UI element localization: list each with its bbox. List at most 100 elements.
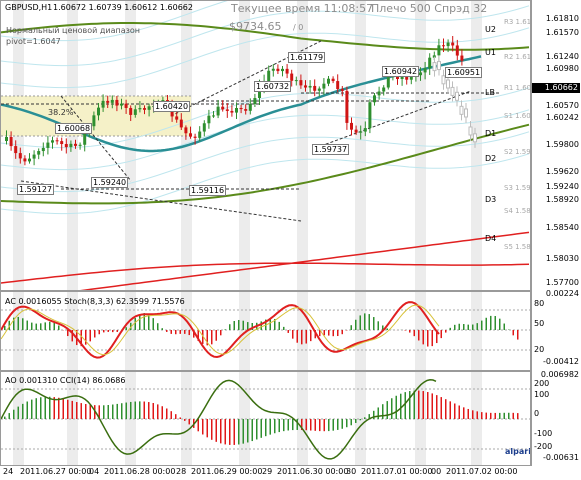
pivot-envelope-line xyxy=(1,27,530,89)
bull-candle xyxy=(253,98,257,105)
price-tick: 1.60570 xyxy=(545,101,579,110)
cci-line xyxy=(1,379,437,460)
time-tick: 00 xyxy=(431,467,442,476)
price-chart-pane[interactable]: GBPUSD,H1 1.60672 1.60739 1.60612 1.6066… xyxy=(0,0,531,291)
ac-bar xyxy=(98,330,100,335)
ao-bar xyxy=(323,419,325,432)
price-tag: 1.61179 xyxy=(288,52,326,63)
price-tick: 1.59240 xyxy=(545,182,579,191)
pivot-label-r2: R2 1.6124 xyxy=(504,53,531,61)
bull-candle xyxy=(97,107,100,116)
alpari-logo: alpari xyxy=(505,447,531,456)
price-axis[interactable]: 1.61810 1.61570 1.61240 1.60980 1.60570 … xyxy=(531,0,581,291)
trend-line xyxy=(60,95,132,182)
ao-bar xyxy=(332,419,334,431)
ac-bar xyxy=(418,330,420,341)
ao-bar xyxy=(508,412,510,419)
ac-bar xyxy=(94,330,96,338)
ac-bar xyxy=(179,330,181,334)
ao-bar xyxy=(116,403,118,419)
ac-bar xyxy=(377,321,379,330)
bull-candle xyxy=(32,154,36,159)
ao-bar xyxy=(301,419,303,431)
ao-cci-pane[interactable]: AO 0.001310 CCI(14) 86.0686 alpari xyxy=(0,371,531,466)
ao-bar xyxy=(170,411,172,419)
chart-symbol: GBPUSD,H1 xyxy=(5,3,53,12)
ac-stoch-graphics xyxy=(1,292,530,370)
bear-candle xyxy=(175,116,179,120)
ac-bar xyxy=(188,330,190,336)
ao-bar xyxy=(31,399,33,419)
bull-candle xyxy=(386,77,390,88)
bull-candle xyxy=(37,151,41,155)
ac-stoch-pane[interactable]: AC 0.0016055 Stoch(8,3,3) 62.3599 71.557… xyxy=(0,291,531,371)
session-stripe xyxy=(239,372,250,465)
price-tag: 1.60951 xyxy=(445,67,483,78)
pivot-label-s4: S4 1.5880 xyxy=(504,207,531,215)
bull-candle xyxy=(83,133,87,145)
ac-bar xyxy=(337,330,339,337)
bear-candle xyxy=(313,85,317,91)
price-tag: 1.60732 xyxy=(254,81,292,92)
bull-candle xyxy=(138,108,142,110)
bull-candle xyxy=(373,95,376,103)
session-stripe xyxy=(239,1,250,290)
ao-bar xyxy=(175,414,177,419)
bear-candle xyxy=(179,119,183,128)
ao-bar xyxy=(386,401,388,419)
session-stripe xyxy=(355,292,366,370)
ao-bar xyxy=(485,412,487,419)
ac-bar xyxy=(436,330,438,344)
ac-bar xyxy=(251,322,253,330)
stoch-signal-line xyxy=(1,304,440,356)
ao-bar xyxy=(359,419,361,421)
ac-bar xyxy=(229,324,231,330)
ao-bar xyxy=(206,419,208,438)
bull-candle xyxy=(327,78,330,84)
ac-bar xyxy=(287,330,289,333)
cci-tick: 200 xyxy=(534,379,550,388)
ao-bar xyxy=(107,404,109,419)
ao-bar xyxy=(76,402,78,419)
session-stripe xyxy=(125,292,136,370)
ao-cci-axis[interactable]: 0.006982 200 100 0 -100 -200 -0.00631 xyxy=(531,370,581,466)
bull-candle xyxy=(92,115,96,127)
ao-bar xyxy=(260,419,262,438)
ao-bar xyxy=(157,404,159,419)
ac-bar xyxy=(301,330,303,345)
price-tick: 1.58030 xyxy=(545,254,579,263)
ac-stoch-axis[interactable]: 0.00224 80 50 20 -0.00412 xyxy=(531,289,581,371)
ao-bar xyxy=(445,399,447,419)
ac-bar xyxy=(4,325,6,330)
bear-candle xyxy=(9,137,13,147)
bull-candle xyxy=(101,100,105,108)
ao-bar xyxy=(319,419,321,432)
ao-bar xyxy=(247,419,249,443)
level-label-u1: U1 xyxy=(485,48,496,57)
bear-candle xyxy=(442,45,445,47)
ao-bar xyxy=(337,419,339,430)
level-label-d2: D2 xyxy=(485,154,497,163)
pivot-label-s2: S2 1.5978 xyxy=(504,148,531,156)
ac-bar xyxy=(517,330,519,340)
ac-bar xyxy=(206,330,208,346)
time-tick: 24 xyxy=(3,467,14,476)
ao-bar xyxy=(454,403,456,419)
time-tick: 2011.07.02 00:00 xyxy=(446,467,518,476)
ao-bar xyxy=(130,401,132,419)
ac-bar xyxy=(499,318,501,330)
ao-bar xyxy=(499,412,501,419)
stoch-main-line xyxy=(1,301,440,359)
session-stripe xyxy=(13,292,24,370)
ao-bar xyxy=(179,417,181,419)
time-axis[interactable] xyxy=(0,466,581,480)
ac-bar xyxy=(274,318,276,330)
ao-bar xyxy=(224,419,226,445)
price-tick: 1.61810 xyxy=(545,14,579,23)
forecast-candle xyxy=(468,126,473,136)
session-stripe xyxy=(471,1,482,290)
ac-bar xyxy=(373,317,375,330)
ac-bar xyxy=(58,325,60,330)
ao-tick: 0.006982 xyxy=(540,370,579,379)
ao-bar xyxy=(220,419,222,444)
